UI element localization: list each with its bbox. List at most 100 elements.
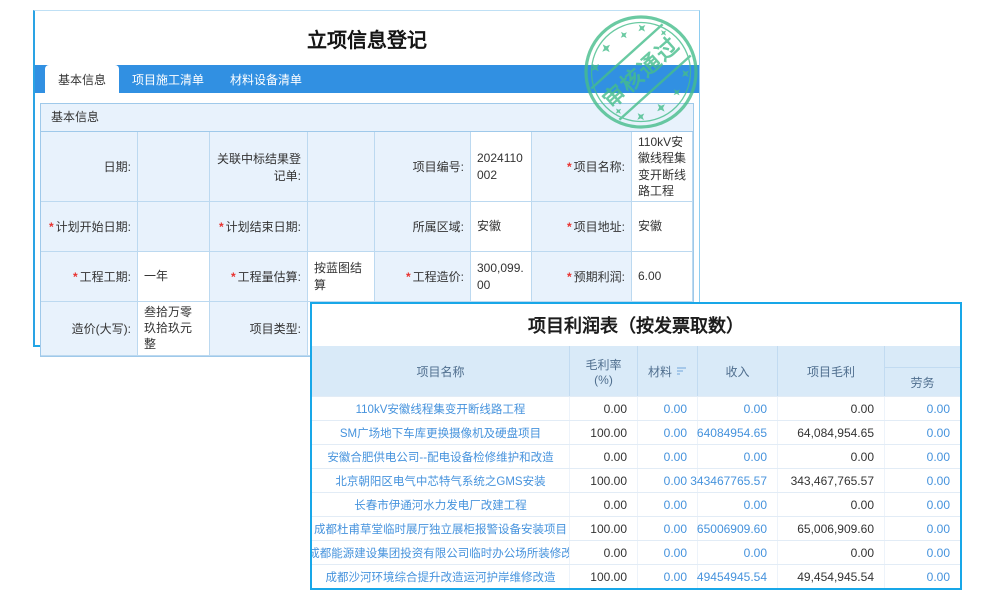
project-profit-value: 0.00 xyxy=(778,493,885,516)
column-header-label: 项目毛利 xyxy=(806,364,855,379)
gross-margin-value: 100.00 xyxy=(570,517,638,540)
column-header-project-profit[interactable]: 项目毛利 xyxy=(778,346,885,396)
form-label-text: 项目名称: xyxy=(573,160,625,174)
gross-margin-value: 0.00 xyxy=(570,445,638,468)
required-asterisk: * xyxy=(230,269,236,284)
gross-margin-value: 0.00 xyxy=(570,493,638,516)
form-value xyxy=(138,202,210,252)
form-label: 所属区域: xyxy=(375,202,471,252)
form-label: * 工程工期: xyxy=(41,252,138,302)
column-header-material[interactable]: 材料 xyxy=(638,346,698,396)
project-profit-value: 0.00 xyxy=(778,445,885,468)
project-profit-value: 49,454,945.54 xyxy=(778,565,885,588)
column-header-labor-group[interactable]: 劳务 xyxy=(885,346,960,396)
form-label-text: 关联中标结果登记单: xyxy=(216,151,301,183)
project-profit-value: 343,467,765.57 xyxy=(778,469,885,492)
income-value: 0.00 xyxy=(698,541,778,564)
material-value: 0.00 xyxy=(638,517,698,540)
project-profit-value: 65,006,909.60 xyxy=(778,517,885,540)
form-label: * 预期利润: xyxy=(532,252,632,302)
form-value: 6.00 xyxy=(632,252,693,302)
column-header-label: 材料 xyxy=(647,364,672,379)
project-name-link[interactable]: 成都杜甫草堂临时展厅独立展柜报警设备安装项目 xyxy=(312,517,570,540)
labor-value: 0.00 xyxy=(926,473,950,488)
project-name-link[interactable]: 长春市伊通河水力发电厂改建工程 xyxy=(312,493,570,516)
labor-value: 0.00 xyxy=(926,449,950,464)
tab-construction-list[interactable]: 项目施工清单 xyxy=(132,72,205,87)
column-header-gross-margin[interactable]: 毛利率 (%) xyxy=(570,346,638,396)
section-header-basic-info: 基本信息 xyxy=(40,103,694,132)
profit-table-panel: 项目利润表（按发票取数） 项目名称 毛利率 (%) 材料 收入 xyxy=(310,302,962,590)
material-value: 0.00 xyxy=(638,445,698,468)
form-label: * 计划开始日期: xyxy=(41,202,138,252)
material-value: 0.00 xyxy=(638,493,698,516)
table-row: 110kV安徽线程集变开断线路工程 0.00 0.00 0.00 0.00 0.00 xyxy=(312,396,960,420)
column-header-empty xyxy=(885,346,960,368)
project-name-link[interactable]: 成都沙河环境综合提升改造运河护岸维修改造 xyxy=(312,565,570,588)
tab-material-equipment-list[interactable]: 材料设备清单 xyxy=(230,72,303,87)
material-value: 0.00 xyxy=(638,469,698,492)
form-label: 项目编号: xyxy=(375,132,471,202)
form-value-text: 安徽 xyxy=(638,219,663,234)
gross-margin-value: 0.00 xyxy=(570,541,638,564)
form-value: 叁拾万零玖拾玖元整 xyxy=(138,302,210,356)
form-value: 安徽 xyxy=(632,202,693,252)
form-label-text: 所属区域: xyxy=(412,220,464,234)
form-value xyxy=(308,202,375,252)
table-row: 成都沙河环境综合提升改造运河护岸维修改造 100.00 0.00 49454945.5… xyxy=(312,564,960,588)
form-label: 造价(大写): xyxy=(41,302,138,356)
form-label-text: 计划结束日期: xyxy=(225,220,301,234)
project-name-link[interactable]: 北京朝阳区电气中芯特气系统之GMS安装 xyxy=(312,469,570,492)
project-name-link[interactable]: 成都能源建设集团投资有限公司临时办公场所装修改 xyxy=(312,541,570,564)
table-row: 北京朝阳区电气中芯特气系统之GMS安装 100.00 0.00 343467765.5… xyxy=(312,468,960,492)
form-label-text: 项目类型: xyxy=(249,321,301,336)
required-asterisk: * xyxy=(566,269,572,284)
gross-margin-value: 0.00 xyxy=(570,397,638,420)
income-value: 0.00 xyxy=(698,445,778,468)
column-header-labor[interactable]: 劳务 xyxy=(885,368,960,396)
form-label-text: 造价(大写): xyxy=(71,321,131,336)
income-value: 0.00 xyxy=(698,397,778,420)
labor-value: 0.00 xyxy=(926,401,950,416)
column-header-label: 项目名称 xyxy=(416,364,465,379)
project-profit-value: 0.00 xyxy=(778,541,885,564)
column-header-label: 毛利率 (%) xyxy=(585,357,622,387)
table-row: 成都能源建设集团投资有限公司临时办公场所装修改 0.00 0.00 0.00 0.00 0… xyxy=(312,540,960,564)
project-name-link[interactable]: 安徽合肥供电公司--配电设备检修维护和改造 xyxy=(312,445,570,468)
tab-bar: 基本信息 项目施工清单 材料设备清单 xyxy=(35,65,699,93)
form-label: * 项目地址: xyxy=(532,202,632,252)
form-value: 110kV安徽线程集变开断线路工程 xyxy=(632,132,693,202)
income-value: 343467765.57 xyxy=(690,469,778,492)
form-value-text: 6.00 xyxy=(638,269,662,284)
column-header-project-name[interactable]: 项目名称 xyxy=(312,346,570,396)
table-row: 成都杜甫草堂临时展厅独立展柜报警设备安装项目 100.00 0.00 65006909… xyxy=(312,516,960,540)
form-label: * 工程量估算: xyxy=(210,252,308,302)
form-value-text: 300,099.00 xyxy=(477,261,524,292)
form-label-text: 工程造价: xyxy=(412,270,464,284)
profit-table-title: 项目利润表（按发票取数） xyxy=(528,316,744,336)
project-name-link[interactable]: SM广场地下车库更换摄像机及硬盘项目 xyxy=(312,421,570,444)
labor-value: 0.00 xyxy=(926,497,950,512)
form-label-text: 项目编号: xyxy=(412,160,464,174)
page-title: 立项信息登记 xyxy=(307,29,427,52)
form-value-text: 安徽 xyxy=(477,219,502,234)
required-asterisk: * xyxy=(566,219,572,234)
form-value: 2024110002 xyxy=(471,132,532,202)
form-label-text: 日期: xyxy=(103,160,131,174)
form-value: 按蓝图结算 xyxy=(308,252,375,302)
column-header-income[interactable]: 收入 xyxy=(698,346,778,396)
tab-basic-info[interactable]: 基本信息 xyxy=(45,65,120,93)
profit-table-body: 110kV安徽线程集变开断线路工程 0.00 0.00 0.00 0.00 0.00 SM广… xyxy=(312,396,960,588)
project-name-link[interactable]: 110kV安徽线程集变开断线路工程 xyxy=(312,397,570,420)
form-label-text: 预期利润: xyxy=(573,270,625,284)
material-value: 0.00 xyxy=(638,565,698,588)
table-row: SM广场地下车库更换摄像机及硬盘项目 100.00 0.00 64084954.65 6… xyxy=(312,420,960,444)
labor-value: 0.00 xyxy=(926,425,950,440)
form-label-text: 工程工期: xyxy=(79,270,131,284)
form-value: 一年 xyxy=(138,252,210,302)
project-profit-value: 64,084,954.65 xyxy=(778,421,885,444)
income-value: 64084954.65 xyxy=(697,421,778,444)
form-value xyxy=(308,132,375,202)
form-label-text: 工程量估算: xyxy=(237,270,301,284)
